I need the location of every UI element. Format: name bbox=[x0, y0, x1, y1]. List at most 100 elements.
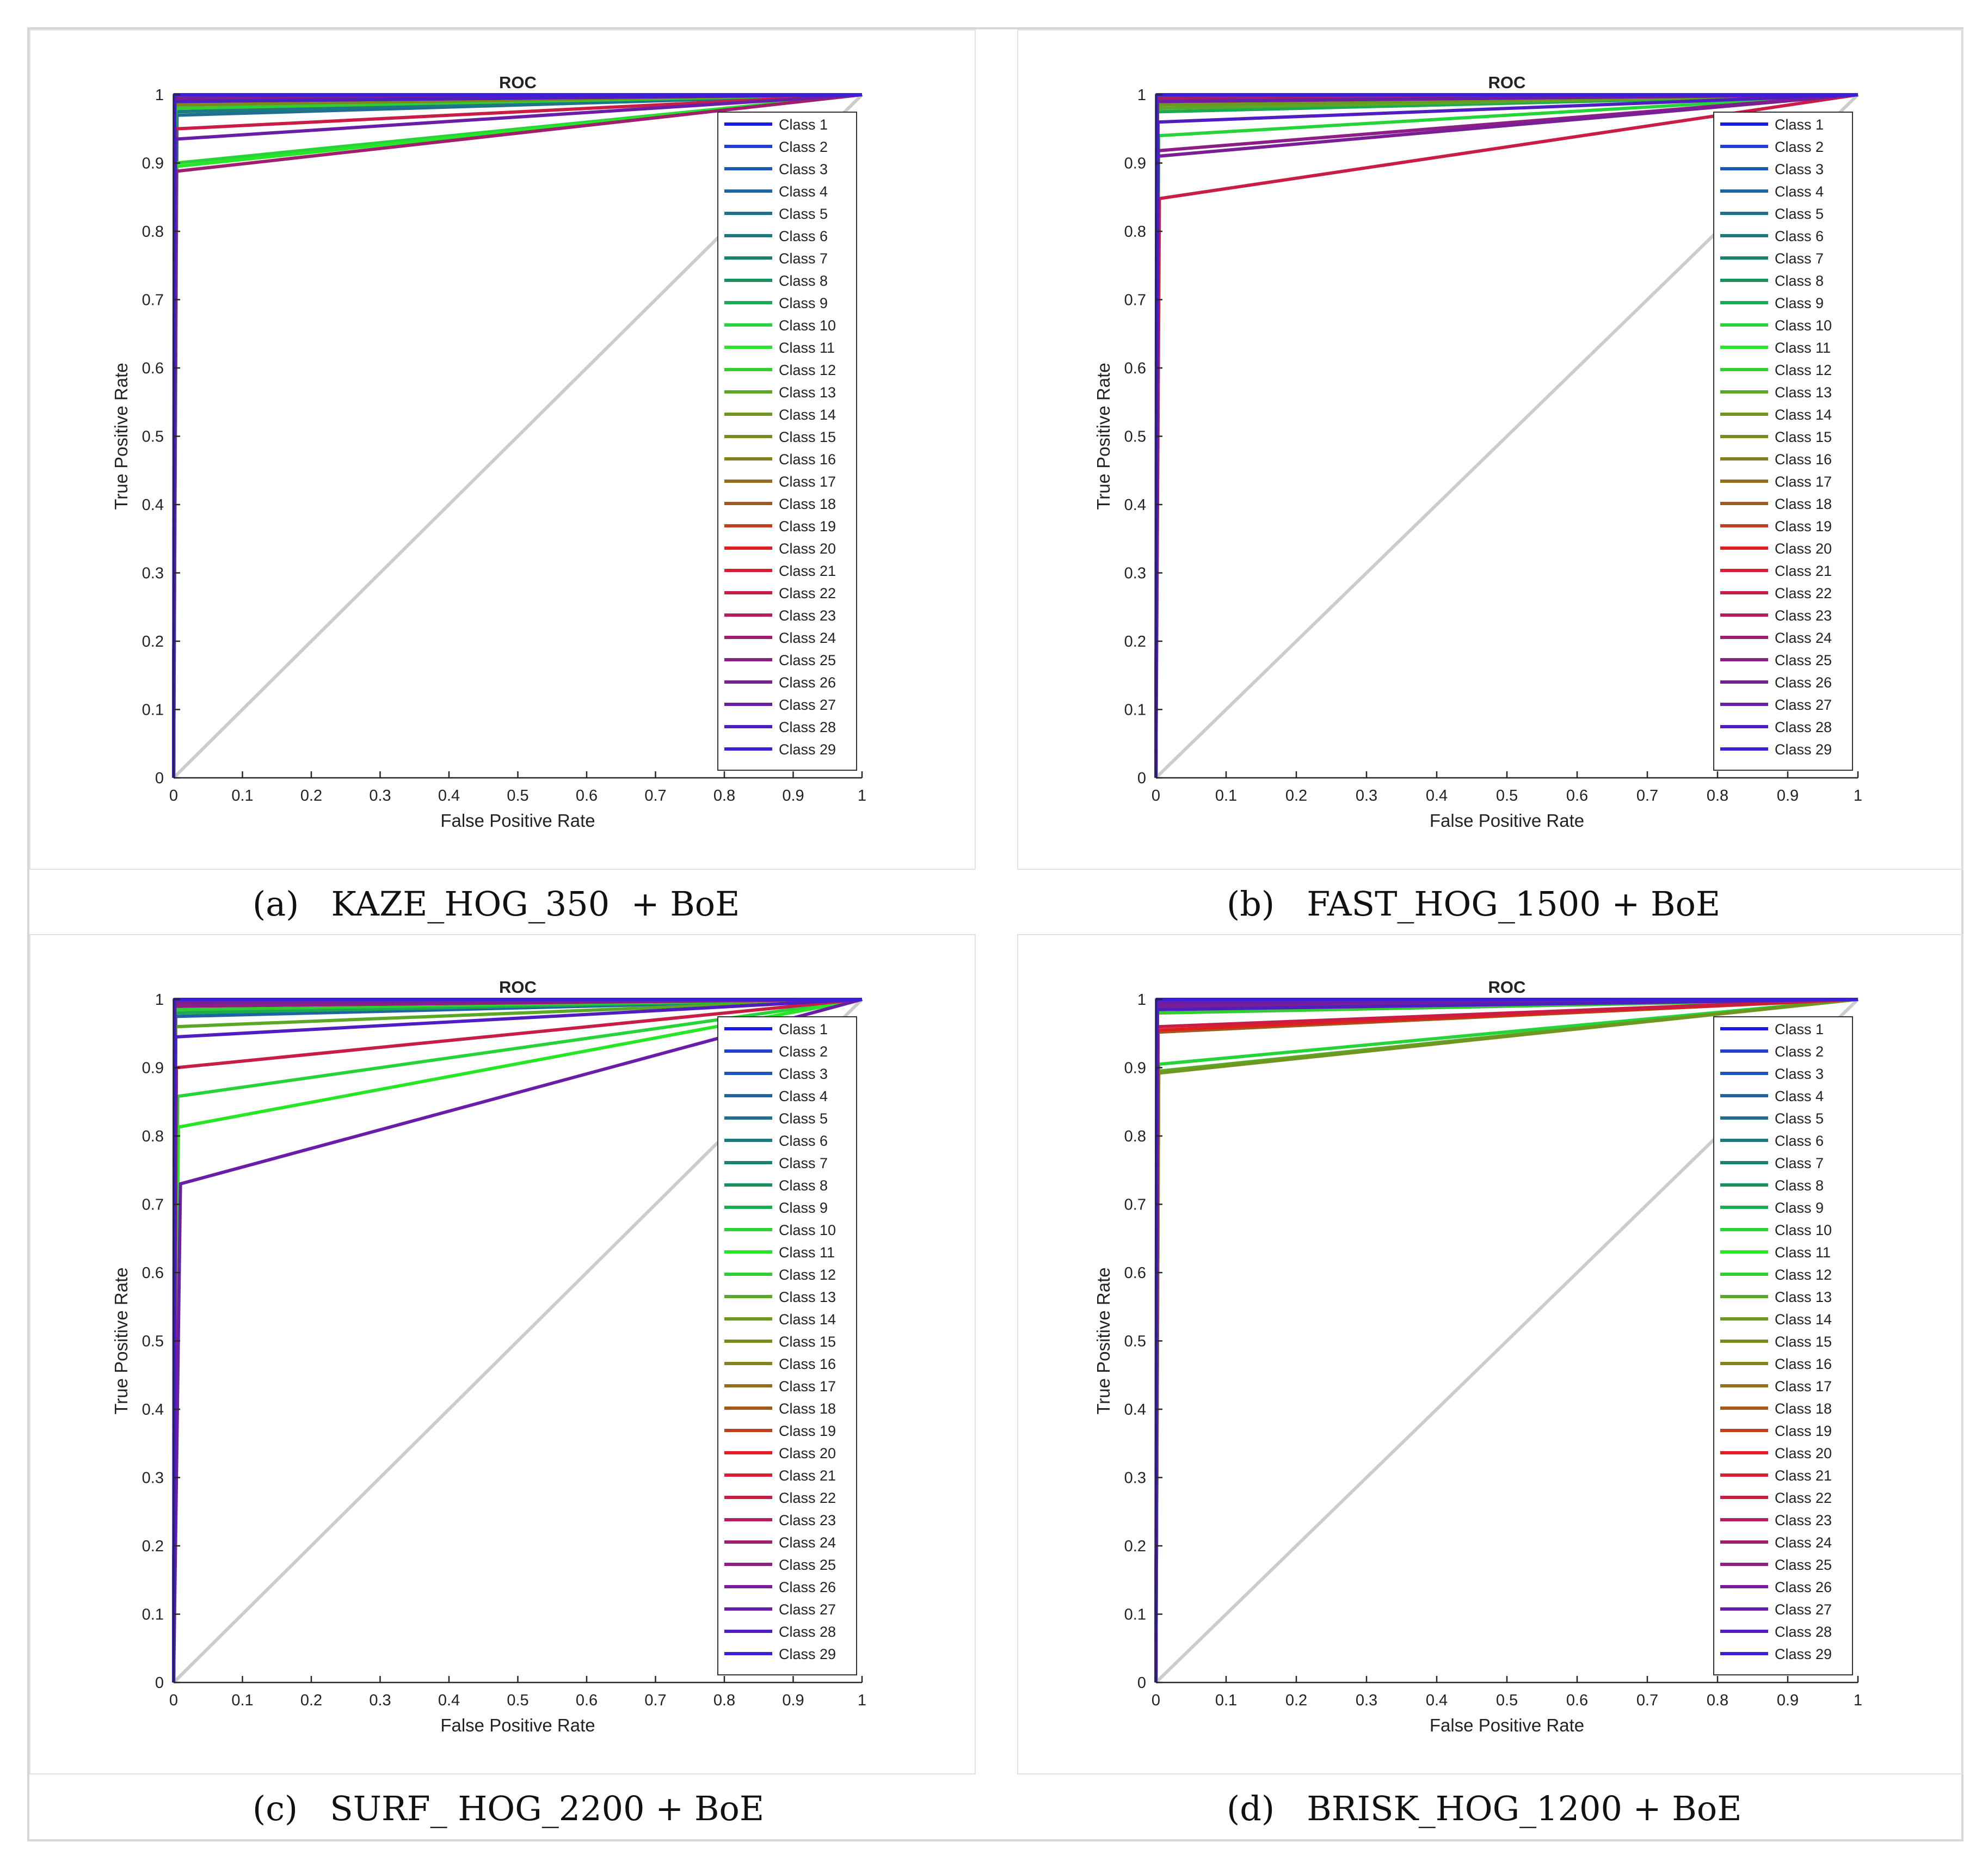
legend-label: Class 10 bbox=[779, 317, 836, 334]
legend-label: Class 25 bbox=[779, 1557, 836, 1573]
y-tick-label: 1 bbox=[1137, 991, 1146, 1009]
y-tick-label: 0.3 bbox=[142, 565, 164, 582]
x-axis-label: False Positive Rate bbox=[440, 1715, 595, 1735]
legend-label: Class 11 bbox=[779, 340, 835, 356]
y-tick-label: 0.2 bbox=[142, 1538, 164, 1555]
legend-label: Class 4 bbox=[1775, 1088, 1824, 1104]
legend-label: Class 13 bbox=[779, 384, 836, 401]
legend-label: Class 9 bbox=[1775, 1200, 1824, 1216]
x-tick-label: 0.4 bbox=[438, 787, 460, 804]
legend-label: Class 19 bbox=[1775, 518, 1832, 535]
roc-chart-b: ROC 0 0.1 0.2 0.3 0.4 0.5 0.6 0.7 0.8 0.9 1 0 0.1 0.2 0… bbox=[1093, 73, 1862, 831]
x-tick-label: 0 bbox=[1152, 787, 1160, 804]
y-tick-label: 0.4 bbox=[142, 1401, 164, 1418]
legend-label: Class 2 bbox=[1775, 139, 1824, 155]
y-tick-label: 0.6 bbox=[142, 1264, 164, 1282]
y-tick-label: 0.4 bbox=[142, 496, 164, 514]
legend-label: Class 11 bbox=[1775, 340, 1831, 356]
legend-label: Class 15 bbox=[779, 1334, 836, 1350]
legend-label: Class 5 bbox=[779, 1110, 828, 1127]
legend-label: Class 1 bbox=[779, 116, 828, 133]
y-tick-label: 0.2 bbox=[1124, 1538, 1146, 1555]
legend-label: Class 23 bbox=[779, 607, 836, 624]
y-tick-label: 0.9 bbox=[142, 1060, 164, 1077]
legend-label: Class 25 bbox=[1775, 1557, 1832, 1573]
legend-label: Class 26 bbox=[779, 674, 836, 691]
legend-label: Class 6 bbox=[1775, 1133, 1824, 1149]
caption-letter: (a) bbox=[253, 884, 299, 924]
legend-label: Class 18 bbox=[779, 1401, 836, 1417]
legend-label: Class 20 bbox=[1775, 541, 1832, 557]
plot-frame bbox=[1017, 934, 1964, 1774]
legend-label: Class 15 bbox=[779, 429, 836, 445]
legend-label: Class 6 bbox=[779, 1133, 828, 1149]
y-tick-label: 0.7 bbox=[142, 292, 164, 309]
legend-label: Class 19 bbox=[1775, 1423, 1832, 1439]
legend-label: Class 5 bbox=[779, 206, 828, 222]
legend-label: Class 14 bbox=[779, 407, 836, 423]
legend-label: Class 3 bbox=[779, 161, 828, 177]
legend-label: Class 13 bbox=[1775, 1289, 1832, 1305]
x-tick-label: 0.4 bbox=[438, 1692, 460, 1709]
x-tick-label: 1 bbox=[858, 787, 866, 804]
legend-label: Class 17 bbox=[779, 1378, 836, 1395]
y-tick-label: 0.2 bbox=[1124, 633, 1146, 650]
legend-label: Class 23 bbox=[779, 1512, 836, 1528]
legend-label: Class 22 bbox=[1775, 585, 1832, 601]
y-tick-label: 0.1 bbox=[142, 702, 164, 719]
caption-letter: (b) bbox=[1227, 884, 1275, 924]
legend-label: Class 23 bbox=[1775, 607, 1832, 624]
x-tick-label: 0.2 bbox=[1285, 787, 1307, 804]
legend-label: Class 7 bbox=[779, 1155, 828, 1171]
y-tick-label: 0 bbox=[1137, 770, 1146, 787]
legend-label: Class 24 bbox=[1775, 630, 1832, 646]
plot-frame bbox=[29, 934, 976, 1774]
y-axis-label: True Positive Rate bbox=[111, 1267, 131, 1414]
legend-label: Class 27 bbox=[779, 1601, 836, 1618]
legend-label: Class 28 bbox=[1775, 1624, 1832, 1640]
legend-label: Class 19 bbox=[779, 1423, 836, 1439]
legend-label: Class 8 bbox=[779, 1177, 828, 1194]
legend-label: Class 18 bbox=[1775, 1401, 1832, 1417]
y-tick-label: 0.1 bbox=[1124, 702, 1146, 719]
legend-label: Class 20 bbox=[779, 1445, 836, 1461]
legend-label: Class 28 bbox=[1775, 719, 1832, 735]
legend-label: Class 1 bbox=[1775, 1021, 1824, 1037]
legend-label: Class 29 bbox=[779, 1646, 836, 1662]
legend-label: Class 27 bbox=[1775, 697, 1832, 713]
legend-label: Class 7 bbox=[1775, 250, 1824, 267]
x-tick-label: 0 bbox=[169, 1692, 178, 1709]
caption-text: FAST_HOG_1500 + BoE bbox=[1307, 884, 1721, 924]
y-tick-label: 0 bbox=[1137, 1674, 1146, 1692]
legend-label: Class 16 bbox=[1775, 451, 1832, 468]
x-tick-label: 0.6 bbox=[576, 787, 598, 804]
x-tick-label: 0.3 bbox=[1356, 787, 1377, 804]
legend-label: Class 11 bbox=[779, 1244, 835, 1261]
x-tick-label: 0.4 bbox=[1426, 787, 1448, 804]
y-tick-label: 0.8 bbox=[1124, 1128, 1146, 1145]
x-tick-label: 1 bbox=[858, 1692, 866, 1709]
legend-label: Class 19 bbox=[779, 518, 836, 535]
legend-label: Class 5 bbox=[1775, 1110, 1824, 1127]
legend-label: Class 29 bbox=[1775, 741, 1832, 758]
legend-label: Class 13 bbox=[779, 1289, 836, 1305]
y-tick-label: 0.9 bbox=[142, 155, 164, 173]
y-axis-label: True Positive Rate bbox=[1093, 363, 1113, 509]
x-tick-label: 0 bbox=[1152, 1692, 1160, 1709]
roc-chart-d: ROC 0 0.1 0.2 0.3 0.4 0.5 0.6 0.7 0.8 0.9 1 0 0.1 0.2 0… bbox=[1093, 978, 1862, 1735]
legend-label: Class 29 bbox=[779, 741, 836, 758]
caption-text: BRISK_HOG_1200 + BoE bbox=[1307, 1789, 1742, 1828]
legend-label: Class 27 bbox=[779, 697, 836, 713]
legend-label: Class 3 bbox=[779, 1066, 828, 1082]
y-tick-label: 0.8 bbox=[1124, 223, 1146, 241]
legend-label: Class 1 bbox=[1775, 116, 1824, 133]
chart-title: ROC bbox=[499, 978, 537, 997]
x-tick-label: 0.2 bbox=[1285, 1692, 1307, 1709]
y-tick-label: 0.1 bbox=[1124, 1606, 1146, 1624]
y-tick-label: 0.6 bbox=[1124, 360, 1146, 377]
legend-label: Class 20 bbox=[1775, 1445, 1832, 1461]
x-tick-label: 0.2 bbox=[300, 787, 322, 804]
y-tick-label: 0.5 bbox=[142, 428, 164, 446]
y-axis-label: True Positive Rate bbox=[1093, 1267, 1113, 1414]
caption-b: (b) FAST_HOG_1500 + BoE bbox=[1227, 884, 1720, 924]
